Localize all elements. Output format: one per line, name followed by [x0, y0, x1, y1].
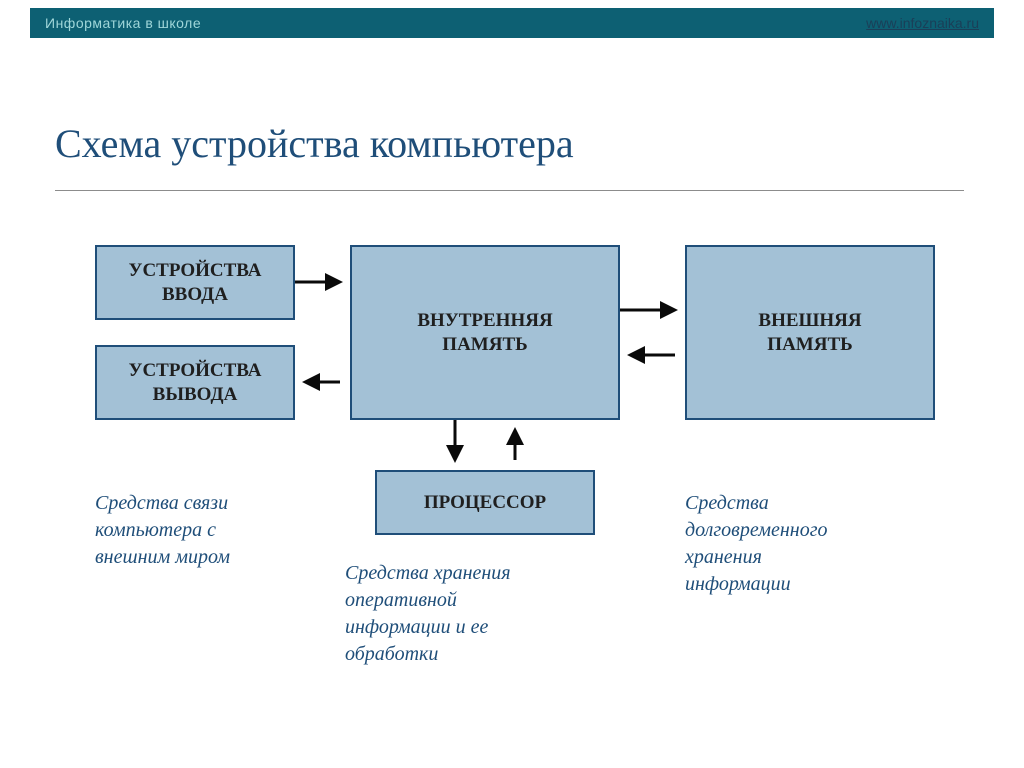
node-output-devices: УСТРОЙСТВАВЫВОДА [95, 345, 295, 420]
caption-storage: Средствадолговременногохраненияинформаци… [685, 490, 935, 598]
diagram-container: УСТРОЙСТВАВВОДА УСТРОЙСТВАВЫВОДА ВНУТРЕН… [0, 0, 1024, 768]
node-internal-memory: ВНУТРЕННЯЯПАМЯТЬ [350, 245, 620, 420]
node-processor: ПРОЦЕССОР [375, 470, 595, 535]
node-input-devices: УСТРОЙСТВАВВОДА [95, 245, 295, 320]
node-external-memory: ВНЕШНЯЯПАМЯТЬ [685, 245, 935, 420]
caption-io: Средства связикомпьютера свнешним миром [95, 490, 305, 571]
caption-processing: Средства храненияоперативнойинформации и… [345, 560, 605, 668]
